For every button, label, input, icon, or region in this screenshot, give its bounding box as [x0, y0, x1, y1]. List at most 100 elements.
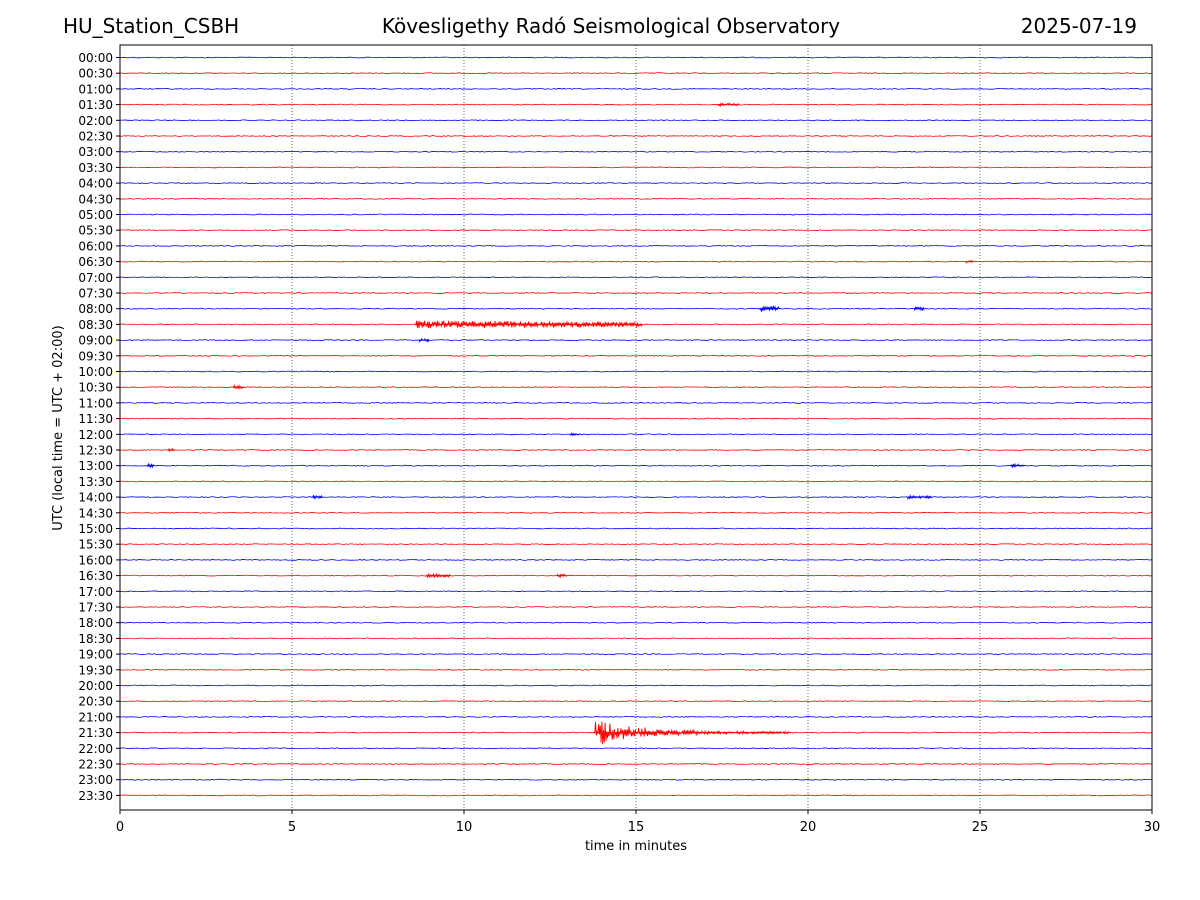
trace-1200: [119, 433, 1153, 436]
y-tick-label: 14:00: [78, 491, 113, 505]
event-1030-6: [233, 384, 244, 390]
event-1400-12: [907, 494, 933, 501]
trace-1400: [119, 496, 1153, 498]
trace-0500: [119, 213, 1153, 216]
trace-1330: [119, 480, 1153, 483]
trace-2300: [119, 778, 1153, 781]
y-tick-label: 18:30: [78, 632, 113, 646]
y-tick-label: 18:00: [78, 616, 113, 630]
trace-0330: [119, 166, 1153, 169]
x-tick-label: 30: [1144, 820, 1161, 835]
y-tick-label: 02:30: [78, 130, 113, 144]
y-tick-label: 03:00: [78, 145, 113, 159]
x-tick-label: 20: [800, 820, 817, 835]
trace-1530: [119, 543, 1153, 546]
trace-0530: [119, 229, 1153, 232]
event-0800-3: [914, 305, 925, 312]
y-axis-label: UTC (local time = UTC + 02:00): [51, 325, 66, 530]
trace-1030: [119, 386, 1153, 389]
event-0800-2: [759, 304, 780, 312]
y-tick-label: 11:30: [78, 412, 113, 426]
x-tick-label: 10: [456, 820, 473, 835]
event-1300-9: [147, 462, 155, 469]
trace-1430: [119, 511, 1153, 514]
trace-0800: [119, 307, 1153, 310]
trace-0930: [119, 354, 1153, 357]
trace-0300: [119, 150, 1153, 153]
y-tick-label: 06:30: [78, 255, 113, 269]
y-tick-label: 22:00: [78, 742, 113, 756]
trace-1600: [119, 559, 1153, 561]
y-tick-label: 06:00: [78, 239, 113, 253]
y-tick-label: 15:30: [78, 538, 113, 552]
y-tick-label: 05:00: [78, 208, 113, 222]
trace-1730: [119, 606, 1153, 608]
y-tick-label: 00:30: [78, 67, 113, 81]
y-tick-label: 23:00: [78, 773, 113, 787]
x-tick-label: 5: [288, 820, 296, 835]
y-tick-label: 04:00: [78, 177, 113, 191]
event-0630-1: [965, 259, 974, 265]
trace-0700: [119, 276, 1153, 279]
trace-2230: [119, 763, 1153, 765]
y-tick-label: 04:30: [78, 192, 113, 206]
y-tick-label: 17:30: [78, 601, 113, 615]
trace-0100: [119, 88, 1153, 90]
event-1300-10: [1010, 462, 1025, 469]
x-tick-label: 25: [972, 820, 989, 835]
y-tick-label: 07:00: [78, 271, 113, 285]
y-tick-label: 21:00: [78, 710, 113, 724]
event-2130-15: [594, 721, 616, 745]
y-tick-label: 21:30: [78, 726, 113, 740]
y-tick-label: 15:00: [78, 522, 113, 536]
chart-date: 2025-07-19: [1020, 14, 1137, 38]
seismic-events: [147, 102, 1025, 745]
event-2130-17: [649, 728, 699, 737]
x-tick-labels: 0 5 10 15 20 25 30: [116, 810, 1160, 835]
trace-1830: [119, 637, 1153, 640]
event-1630-14: [556, 573, 567, 579]
event-1230-8: [167, 447, 175, 453]
x-axis-label: time in minutes: [585, 839, 687, 854]
trace-0630: [119, 260, 1153, 263]
trace-1500: [119, 527, 1153, 530]
trace-lines: [119, 56, 1153, 797]
trace-1100: [119, 402, 1153, 404]
trace-1800: [119, 621, 1153, 624]
y-tick-label: 08:30: [78, 318, 113, 332]
trace-1630: [119, 574, 1153, 577]
y-tick-label: 12:00: [78, 428, 113, 442]
y-tick-label: 12:30: [78, 444, 113, 458]
trace-1130: [119, 417, 1153, 420]
event-0830-4: [415, 319, 643, 329]
chart-title: Kövesligethy Radó Seismological Observat…: [381, 14, 841, 38]
trace-0030: [119, 72, 1153, 75]
event-0900-5: [418, 337, 430, 344]
x-tick-label: 15: [628, 820, 645, 835]
y-tick-label: 16:30: [78, 569, 113, 583]
y-tick-label: 19:00: [78, 648, 113, 662]
y-tick-label: 13:30: [78, 475, 113, 489]
y-tick-label: 11:00: [78, 396, 113, 410]
trace-0900: [119, 339, 1153, 341]
trace-1900: [119, 653, 1153, 655]
y-tick-label: 23:30: [78, 789, 113, 803]
y-tick-label: 14:30: [78, 506, 113, 520]
trace-1300: [119, 464, 1153, 467]
y-tick-label: 02:00: [78, 114, 113, 128]
trace-0000: [119, 56, 1152, 59]
trace-0400: [119, 182, 1153, 184]
trace-1000: [119, 370, 1153, 373]
y-tick-label: 17:00: [78, 585, 113, 599]
trace-0730: [119, 292, 1153, 294]
trace-2000: [119, 684, 1153, 687]
y-tick-label: 19:30: [78, 663, 113, 677]
y-tick-label: 05:30: [78, 224, 113, 238]
trace-1700: [119, 590, 1153, 593]
event-1400-11: [312, 494, 323, 500]
y-tick-label: 22:30: [78, 758, 113, 772]
event-2130-18: [697, 729, 791, 736]
y-tick-label: 00:00: [78, 51, 113, 65]
